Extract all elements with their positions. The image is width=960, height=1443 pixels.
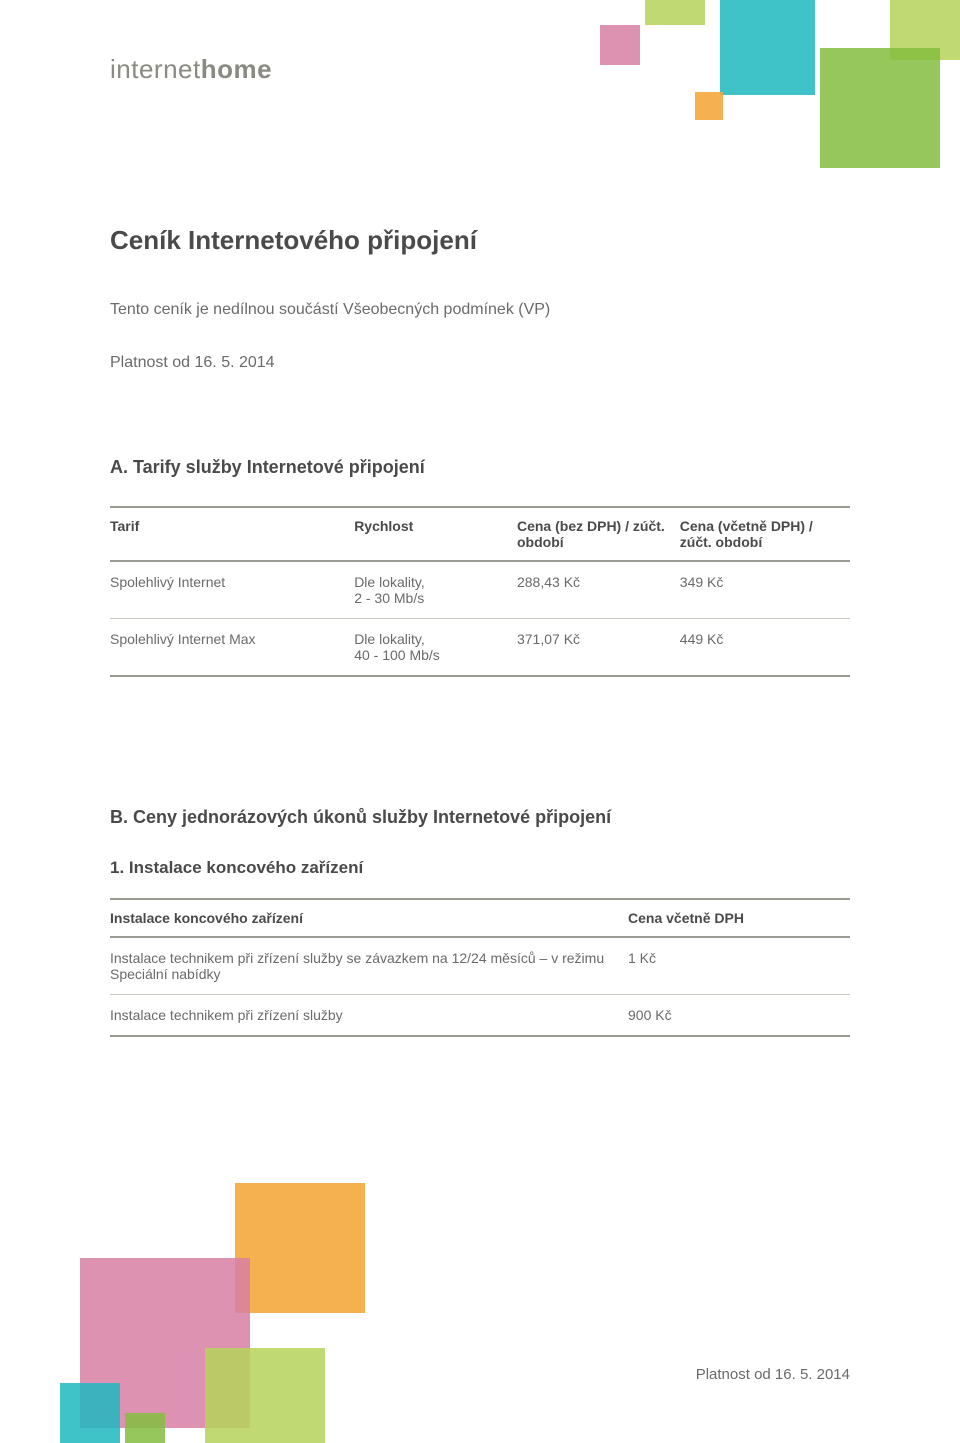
footer-validity: Platnost od 16. 5. 2014 xyxy=(696,1366,850,1383)
cell-cena: 1 Kč xyxy=(628,937,850,995)
decoration-bottom xyxy=(60,1153,430,1443)
install-table: Instalace koncového zařízení Cena včetně… xyxy=(110,898,850,1037)
decoration-top xyxy=(590,0,960,170)
cell-cena: 900 Kč xyxy=(628,995,850,1037)
install-col-popis: Instalace koncového zařízení xyxy=(110,899,628,937)
cell-cena-vc: 349 Kč xyxy=(680,561,850,619)
table-row: Instalace technikem při zřízení služby s… xyxy=(110,937,850,995)
page-title: Ceník Internetového připojení xyxy=(110,225,850,256)
subtitle: Tento ceník je nedílnou součástí Všeobec… xyxy=(110,301,850,319)
logo-part1: internet xyxy=(110,54,201,84)
cell-cena-bez: 288,43 Kč xyxy=(517,561,680,619)
tariff-col-cena-vc: Cena (včetně DPH) / zúčt. období xyxy=(680,507,850,561)
tariff-col-rychlost: Rychlost xyxy=(354,507,517,561)
page: internethome Ceník Internetového připoje… xyxy=(0,0,960,1443)
table-row: Spolehlivý Internet Max Dle lokality, 40… xyxy=(110,619,850,677)
cell-cena-bez: 371,07 Kč xyxy=(517,619,680,677)
tariff-col-tarif: Tarif xyxy=(110,507,354,561)
logo-part2: home xyxy=(201,54,272,84)
tariff-table: Tarif Rychlost Cena (bez DPH) / zúčt. ob… xyxy=(110,506,850,677)
cell-cena-vc: 449 Kč xyxy=(680,619,850,677)
cell-rychlost: Dle lokality, 40 - 100 Mb/s xyxy=(354,619,517,677)
section-b1-heading: 1. Instalace koncového zařízení xyxy=(110,858,850,878)
section-b-heading: B. Ceny jednorázových úkonů služby Inter… xyxy=(110,807,850,828)
cell-popis: Instalace technikem při zřízení služby s… xyxy=(110,937,628,995)
logo: internethome xyxy=(110,54,272,85)
table-row: Spolehlivý Internet Dle lokality, 2 - 30… xyxy=(110,561,850,619)
install-col-cena: Cena včetně DPH xyxy=(628,899,850,937)
cell-tarif: Spolehlivý Internet Max xyxy=(110,619,354,677)
tariff-col-cena-bez: Cena (bez DPH) / zúčt. období xyxy=(517,507,680,561)
validity-line: Platnost od 16. 5. 2014 xyxy=(110,354,850,372)
content-area: Ceník Internetového připojení Tento cení… xyxy=(110,225,850,1057)
table-row: Instalace technikem při zřízení služby 9… xyxy=(110,995,850,1037)
cell-popis: Instalace technikem při zřízení služby xyxy=(110,995,628,1037)
cell-tarif: Spolehlivý Internet xyxy=(110,561,354,619)
section-a-heading: A. Tarify služby Internetové připojení xyxy=(110,457,850,478)
cell-rychlost: Dle lokality, 2 - 30 Mb/s xyxy=(354,561,517,619)
